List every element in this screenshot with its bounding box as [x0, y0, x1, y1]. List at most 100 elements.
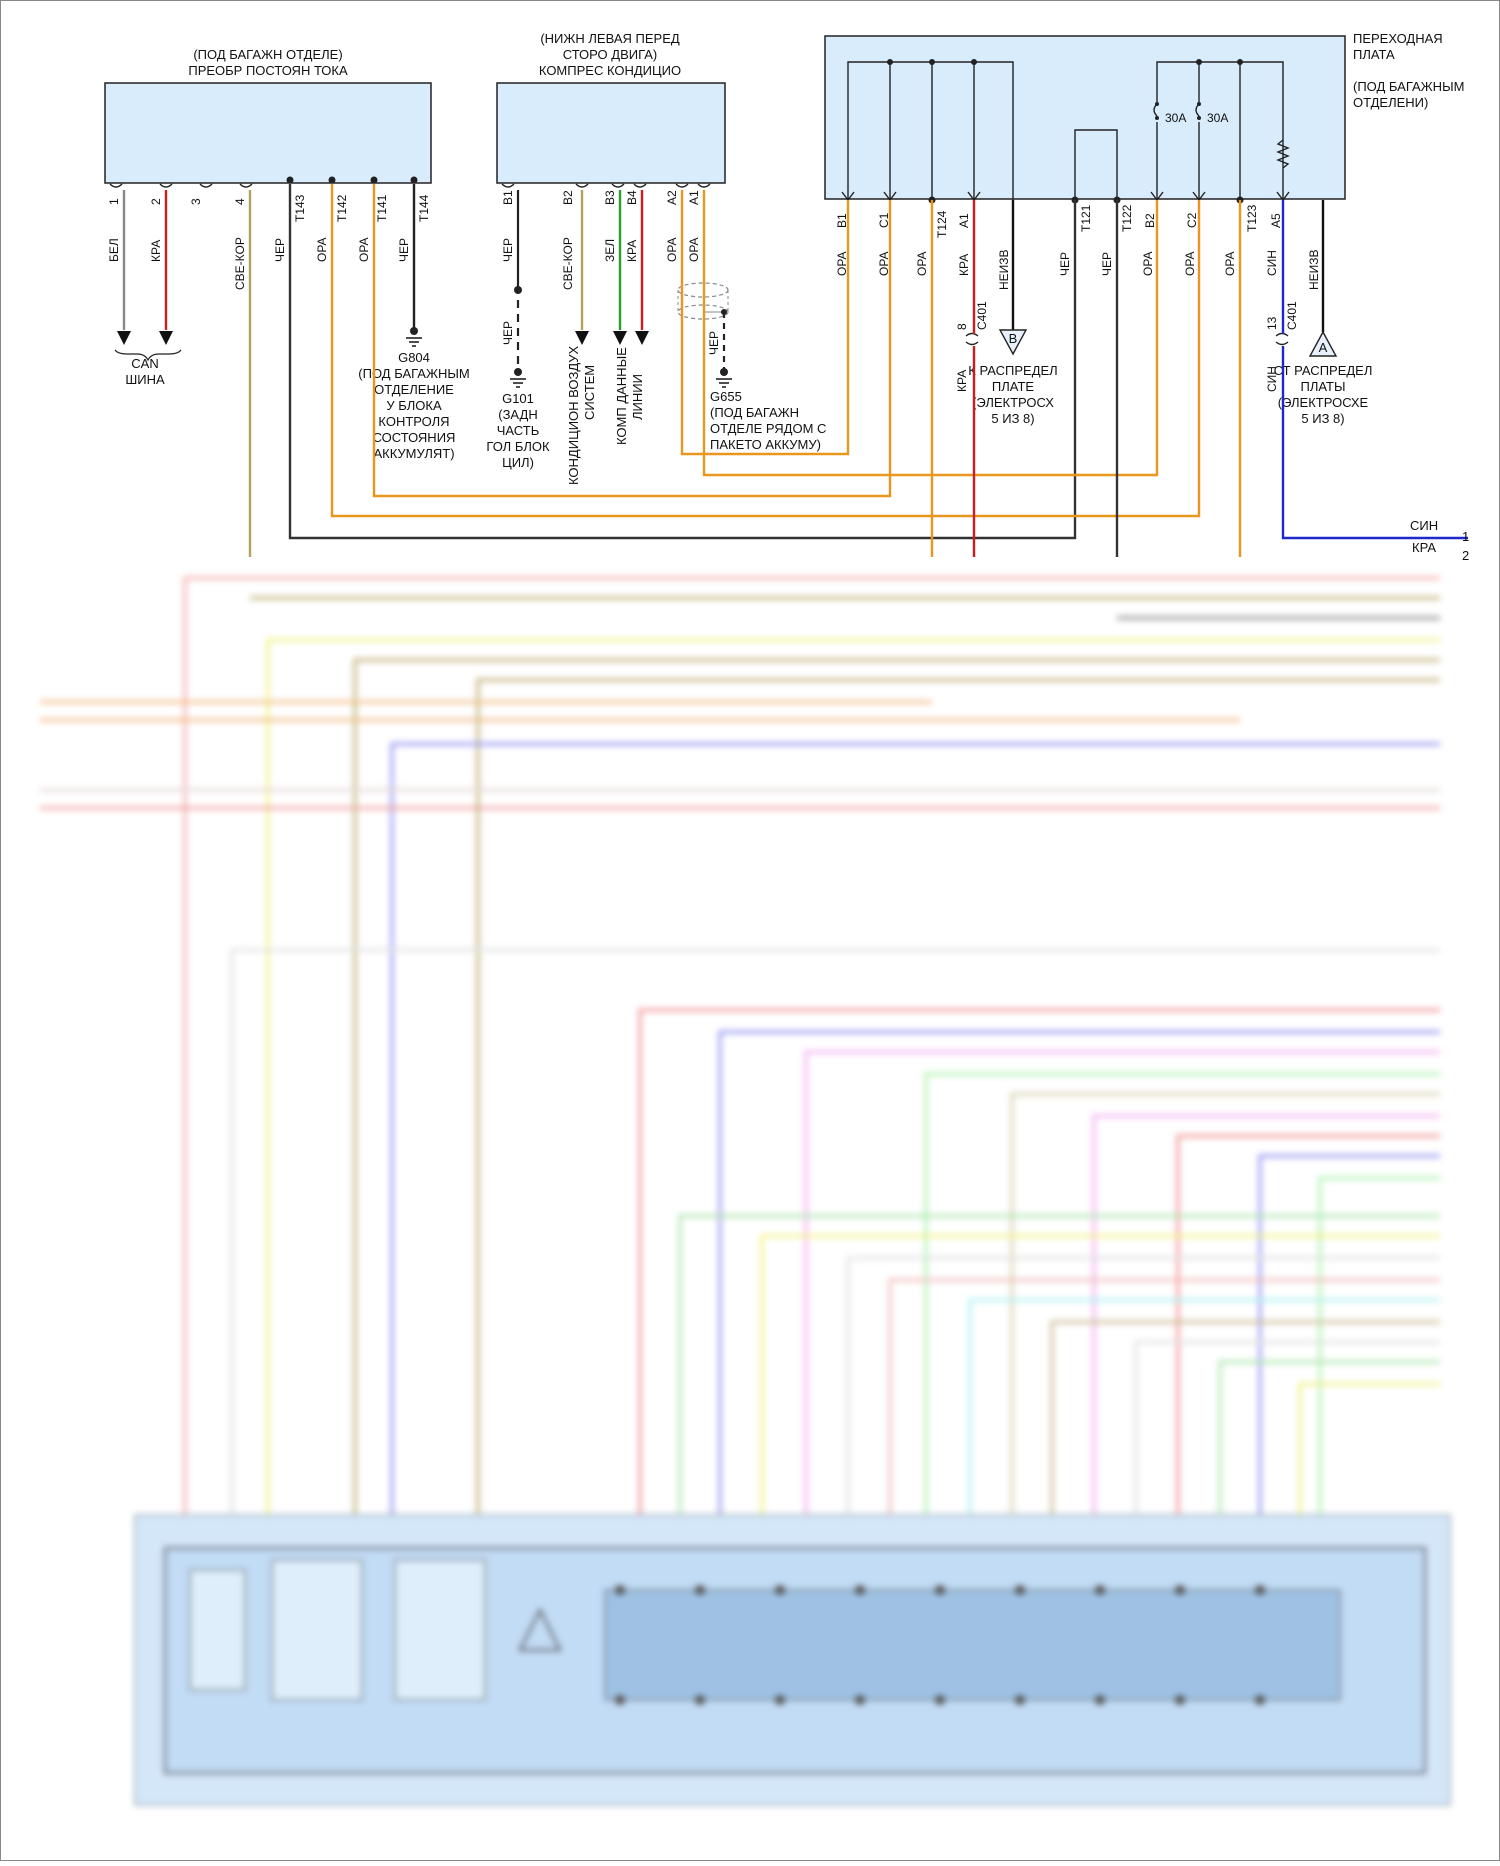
svg-text:ЦИЛ): ЦИЛ)	[502, 455, 534, 470]
svg-text:ЧЕР: ЧЕР	[501, 238, 515, 262]
svg-text:ЧЕР: ЧЕР	[1058, 252, 1072, 276]
svg-text:A1: A1	[687, 190, 701, 205]
dc-converter-module: (ПОД БАГАЖН ОТДЕЛЕ) ПРЕОБР ПОСТОЯН ТОКА …	[104, 47, 432, 290]
svg-text:ЧЕР: ЧЕР	[1100, 252, 1114, 276]
svg-text:КОНТРОЛЯ: КОНТРОЛЯ	[378, 414, 449, 429]
svg-text:СОСТОЯНИЯ: СОСТОЯНИЯ	[373, 430, 456, 445]
svg-text:КРА: КРА	[625, 240, 639, 262]
dc-pin-2: 2	[149, 198, 163, 205]
ac-module-name: КОМПРЕС КОНДИЦИО	[539, 63, 681, 78]
svg-text:КОНДИЦИОН ВОЗДУХ: КОНДИЦИОН ВОЗДУХ	[566, 345, 581, 485]
can-brace	[114, 349, 182, 362]
svg-text:(ЭЛЕКТРОСХ: (ЭЛЕКТРОСХ	[972, 395, 1054, 410]
svg-text:ОРА: ОРА	[665, 237, 679, 262]
fuse-label: 30A	[1207, 111, 1228, 125]
blurred-lower-diagram	[0, 557, 1500, 1861]
svg-text:T123: T123	[1245, 204, 1259, 232]
svg-text:КОМП ДАННЫЕ: КОМП ДАННЫЕ	[614, 347, 629, 445]
svg-text:T121: T121	[1079, 204, 1093, 232]
svg-text:ЧАСТЬ: ЧАСТЬ	[497, 423, 539, 438]
svg-text:T124: T124	[935, 210, 949, 238]
right-rail: СИН 1 КРА 2	[1410, 518, 1469, 563]
svg-text:ПЛАТА: ПЛАТА	[1353, 47, 1395, 62]
svg-text:C2: C2	[1185, 212, 1199, 228]
ac-module-box	[496, 82, 726, 184]
g655-id: G655	[710, 389, 742, 404]
svg-text:СИСТЕМ: СИСТЕМ	[582, 365, 597, 420]
adapter-board-module: ПЕРЕХОДНАЯ ПЛАТА (ПОД БАГАЖНЫМ ОТДЕЛЕНИ)…	[824, 31, 1464, 290]
svg-text:КРА: КРА	[957, 254, 971, 276]
dc-pin-t143: T143	[293, 194, 307, 222]
can-bus: CAN ШИНА	[114, 190, 182, 387]
svg-text:ОТДЕЛЕНИЕ: ОТДЕЛЕНИЕ	[374, 382, 454, 397]
svg-text:(ПОД БАГАЖН: (ПОД БАГАЖН	[710, 405, 799, 420]
c401-connector-13: 13 C401 СИН	[1265, 301, 1299, 392]
dc-pin-4: 4	[233, 198, 247, 205]
can-label-1: CAN	[131, 356, 158, 371]
svg-text:К РАСПРЕДЕЛ: К РАСПРЕДЕЛ	[968, 363, 1057, 378]
svg-text:T122: T122	[1120, 204, 1134, 232]
offpage-a-icon	[1308, 330, 1338, 357]
routed-wires	[248, 184, 1468, 557]
can-arrow-icon	[117, 331, 131, 345]
arrow-down-icon	[613, 331, 627, 345]
svg-text:B3: B3	[603, 190, 617, 205]
svg-text:8: 8	[955, 323, 969, 330]
svg-text:СИН: СИН	[1265, 250, 1279, 276]
rail-num-2: 2	[1462, 548, 1469, 563]
arrow-down-icon	[575, 331, 589, 345]
g655-ground: ЧЕР G655 (ПОД БАГАЖН ОТДЕЛЕ РЯДОМ С ПАКЕ…	[677, 282, 826, 452]
can-label-2: ШИНА	[125, 372, 165, 387]
dc-pin-t141: T141	[375, 194, 389, 222]
g804-ground: G804 (ПОД БАГАЖНЫМ ОТДЕЛЕНИЕ У БЛОКА КОН…	[358, 184, 470, 461]
rail-wire-1: СИН	[1410, 518, 1438, 533]
svg-text:A: A	[1319, 340, 1328, 355]
svg-text:ГОЛ БЛОК: ГОЛ БЛОК	[486, 439, 550, 454]
svg-text:СТОРО ДВИГА): СТОРО ДВИГА)	[563, 47, 658, 62]
dc-wire-t144: ЧЕР	[397, 238, 411, 262]
svg-text:B4: B4	[625, 190, 639, 205]
svg-text:ОРА: ОРА	[877, 251, 891, 276]
fuse-label: 30A	[1165, 111, 1186, 125]
dc-pin-t144: T144	[417, 194, 431, 222]
svg-text:B2: B2	[1143, 213, 1157, 228]
g804-id: G804	[398, 350, 430, 365]
svg-text:(НИЖН ЛЕВАЯ ПЕРЕД: (НИЖН ЛЕВАЯ ПЕРЕД	[540, 31, 680, 46]
svg-text:13: 13	[1265, 316, 1279, 330]
svg-text:ЧЕР: ЧЕР	[707, 331, 721, 355]
svg-text:B1: B1	[501, 190, 515, 205]
svg-text:ПАКЕТО АККУМУ): ПАКЕТО АККУМУ)	[710, 437, 821, 452]
svg-text:C401: C401	[975, 301, 989, 330]
svg-text:ОТДЕЛЕНИ): ОТДЕЛЕНИ)	[1353, 95, 1428, 110]
g101-id: G101	[502, 391, 534, 406]
svg-text:КРА: КРА	[955, 370, 969, 392]
svg-text:ЗЕЛ: ЗЕЛ	[603, 239, 617, 262]
svg-text:ЛИНИИ: ЛИНИИ	[630, 374, 645, 420]
g101-ground: ЧЕР G101 (ЗАДН ЧАСТЬ ГОЛ БЛОК ЦИЛ)	[486, 190, 550, 470]
svg-text:(ЗАДН: (ЗАДН	[498, 407, 537, 422]
dc-pin-3: 3	[189, 198, 203, 205]
dc-pin-1: 1	[107, 198, 121, 205]
svg-text:(ПОД БАГАЖНЫМ: (ПОД БАГАЖНЫМ	[358, 366, 469, 381]
svg-text:ОРА: ОРА	[1141, 251, 1155, 276]
ac-signal-arrows: КОНДИЦИОН ВОЗДУХ СИСТЕМ КОМП ДАННЫЕ ЛИНИ…	[566, 190, 649, 485]
offpage-connector-a: A СТ РАСПРЕДЕЛ ПЛАТЫ (ЭЛЕКТРОСХЕ 5 ИЗ 8)	[1274, 200, 1372, 426]
dc-wire-t142: ОРА	[315, 237, 329, 262]
svg-text:B2: B2	[561, 190, 575, 205]
offpage-b-icon	[998, 329, 1028, 356]
svg-text:ЧЕР: ЧЕР	[501, 321, 515, 345]
svg-text:5 ИЗ 8): 5 ИЗ 8)	[991, 411, 1034, 426]
svg-text:B: B	[1009, 331, 1018, 346]
svg-text:A1: A1	[957, 213, 971, 228]
c401-connector-8: 8 C401 КРА	[955, 301, 989, 392]
svg-text:ОРА: ОРА	[1183, 251, 1197, 276]
resistor-icon	[1276, 139, 1290, 169]
dc-wire-1: БЕЛ	[107, 238, 121, 262]
svg-text:ПЛАТЕ: ПЛАТЕ	[992, 379, 1034, 394]
svg-text:A2: A2	[665, 190, 679, 205]
svg-text:ОРА: ОРА	[687, 237, 701, 262]
dc-wire-t143: ЧЕР	[273, 238, 287, 262]
svg-text:СИН: СИН	[1265, 366, 1279, 392]
dc-pin-t142: T142	[335, 194, 349, 222]
ac-compressor-module: (НИЖН ЛЕВАЯ ПЕРЕД СТОРО ДВИГА) КОМПРЕС К…	[496, 31, 726, 290]
